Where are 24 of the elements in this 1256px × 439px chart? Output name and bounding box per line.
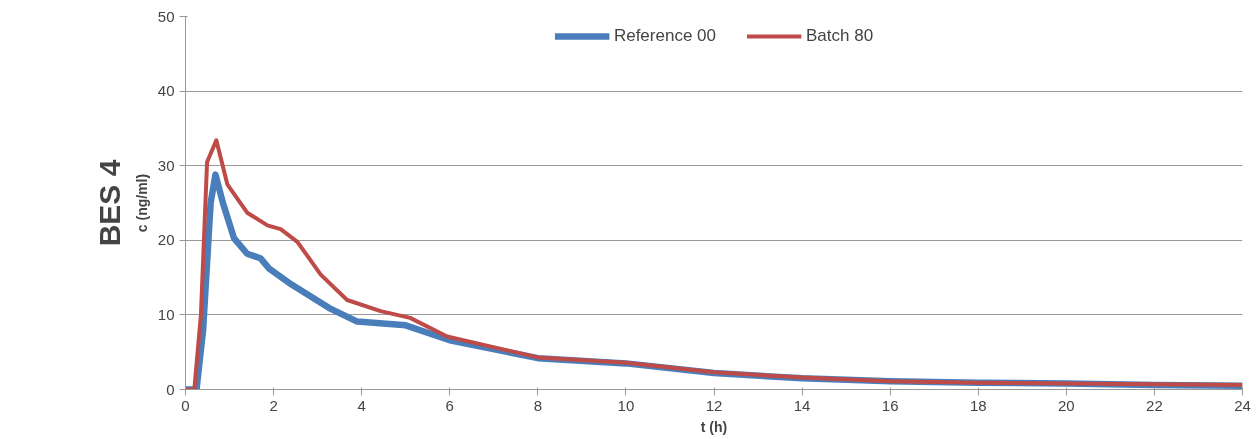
y-tick-label: 20 — [157, 231, 175, 249]
y-axis-title: c (ng/ml) — [133, 173, 150, 233]
x-tick-label: 10 — [617, 396, 635, 414]
legend-label: Batch 80 — [805, 26, 874, 46]
x-tick-label: 4 — [357, 396, 366, 414]
x-tick-label: 24 — [1234, 396, 1251, 414]
legend-label: Reference 00 — [613, 26, 716, 46]
x-tick-label: 2 — [269, 396, 278, 414]
x-axis-title: t (h) — [700, 418, 728, 435]
x-tick-label: 8 — [533, 396, 543, 414]
x-tick-label: 20 — [1057, 396, 1075, 414]
y-tick-label: 10 — [157, 305, 175, 323]
y-tick-label: 30 — [157, 156, 175, 174]
y-tick-label: 50 — [157, 7, 175, 25]
text: BES 4 — [92, 159, 126, 247]
y-tick-label: 0 — [166, 380, 175, 398]
x-tick-label: 0 — [181, 396, 190, 414]
x-tick-label: 16 — [881, 396, 899, 414]
x-tick-label: 14 — [793, 396, 811, 414]
x-tick-label: 22 — [1146, 396, 1163, 414]
x-tick-label: 6 — [445, 396, 454, 414]
x-tick-label: 18 — [969, 396, 987, 414]
y-tick-label: 40 — [157, 82, 175, 100]
x-tick-label: 12 — [705, 396, 723, 414]
